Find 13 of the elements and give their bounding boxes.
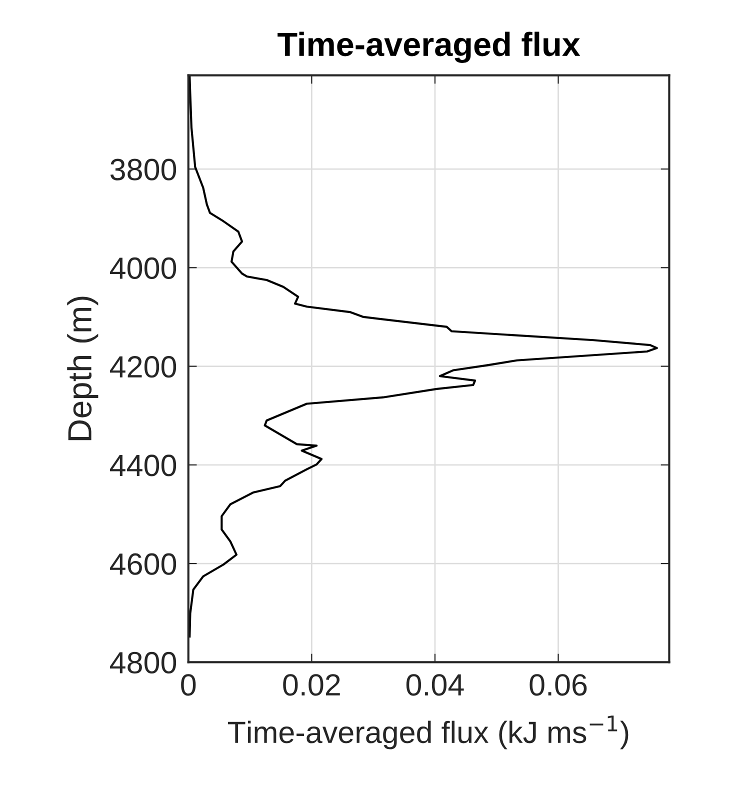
x-axis-title: Time-averaged flux (kJ ms$^{−1}$) (228, 716, 628, 750)
y-tick-label: 4400 (110, 454, 176, 476)
x-tick-label: 0.06 (530, 674, 587, 696)
y-axis-title: Depth (m) (67, 296, 98, 440)
y-tick-label: 4000 (110, 257, 176, 280)
y-tick-label: 4200 (110, 356, 176, 378)
y-tick-label: 4800 (110, 652, 176, 674)
x-tick-label: 0.02 (283, 674, 340, 696)
y-tick-label: 4600 (110, 553, 176, 575)
x-tick-label: 0.04 (406, 674, 464, 696)
x-tick-label: 0 (181, 674, 196, 696)
y-tick-label: 3800 (110, 158, 176, 180)
chart-title: Time-averaged flux (278, 32, 580, 63)
